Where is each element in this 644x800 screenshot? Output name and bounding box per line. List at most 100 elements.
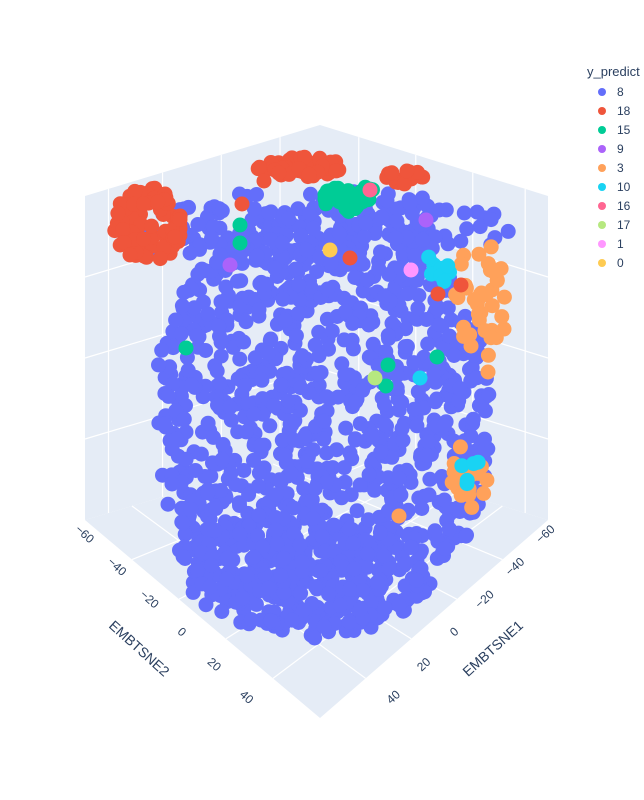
point-class-8 xyxy=(431,317,446,332)
legend-item-8[interactable]: 8 xyxy=(592,82,640,101)
point-class-8 xyxy=(399,338,415,354)
point-class-18 xyxy=(136,231,152,247)
point-class-8 xyxy=(176,284,192,300)
point-class-8 xyxy=(465,411,481,427)
y-tick-label: −40 xyxy=(105,555,130,579)
point-class-18 xyxy=(328,163,344,179)
point-class-8 xyxy=(188,463,203,478)
point-class-8 xyxy=(380,470,396,486)
point-class-8 xyxy=(324,323,340,339)
point-class-8 xyxy=(303,279,319,295)
point-class-8 xyxy=(377,289,392,305)
point-class-8 xyxy=(384,315,400,331)
point-class-8 xyxy=(183,501,199,517)
point-class-8 xyxy=(239,568,255,584)
legend-item-0[interactable]: 0 xyxy=(592,253,640,272)
point-class-8 xyxy=(307,630,323,646)
point-class-8 xyxy=(472,219,488,235)
point-class-3 xyxy=(445,475,461,491)
point-class-8 xyxy=(228,477,243,493)
point-class-10 xyxy=(466,456,481,472)
legend-label: 18 xyxy=(617,103,631,118)
point-class-16 xyxy=(362,182,378,198)
point-class-8 xyxy=(214,452,230,467)
point-class-18 xyxy=(150,194,166,210)
point-class-8 xyxy=(261,205,277,221)
point-class-8 xyxy=(168,312,184,328)
point-class-8 xyxy=(346,561,362,577)
legend[interactable]: y_predict 8 18 15 9 3 10 16 17 1 0 xyxy=(587,64,640,272)
point-class-8 xyxy=(437,541,453,557)
legend-title: y_predict xyxy=(587,64,640,79)
point-class-8 xyxy=(286,500,301,516)
point-class-3 xyxy=(453,256,469,272)
point-class-8 xyxy=(374,209,390,225)
point-class-8 xyxy=(407,248,423,264)
point-class-8 xyxy=(415,232,431,248)
legend-item-1[interactable]: 1 xyxy=(592,234,640,253)
point-class-8 xyxy=(336,460,352,476)
point-class-8 xyxy=(414,501,430,516)
legend-item-10[interactable]: 10 xyxy=(592,177,640,196)
point-class-8 xyxy=(296,481,312,497)
point-class-8 xyxy=(316,619,332,634)
point-class-8 xyxy=(263,613,279,629)
point-class-15 xyxy=(333,184,349,200)
point-class-8 xyxy=(377,600,393,616)
x-tick-label: −40 xyxy=(503,554,528,578)
point-class-8 xyxy=(364,429,380,445)
point-class-8 xyxy=(361,467,377,483)
point-class-8 xyxy=(406,355,422,371)
point-class-8 xyxy=(441,328,457,344)
point-class-8 xyxy=(296,602,311,618)
point-class-8 xyxy=(268,510,284,525)
point-class-3 xyxy=(480,364,496,380)
point-class-8 xyxy=(436,492,452,508)
point-class-8 xyxy=(261,580,277,596)
point-class-8 xyxy=(200,415,216,431)
point-class-8 xyxy=(393,487,409,503)
point-class-18 xyxy=(122,247,138,263)
point-class-18 xyxy=(110,205,126,221)
point-class-8 xyxy=(337,304,353,320)
point-class-8 xyxy=(246,452,261,468)
legend-marker xyxy=(598,182,606,191)
point-class-8 xyxy=(355,382,371,398)
x-tick-label: 40 xyxy=(384,687,404,707)
point-class-8 xyxy=(281,211,296,227)
point-class-8 xyxy=(371,261,387,277)
point-class-8 xyxy=(165,376,181,392)
point-class-8 xyxy=(161,388,177,404)
point-class-8 xyxy=(232,526,248,542)
point-class-8 xyxy=(262,418,278,434)
point-class-10 xyxy=(436,273,452,289)
point-class-15 xyxy=(232,217,248,233)
point-class-8 xyxy=(174,298,190,314)
legend-label: 0 xyxy=(617,255,624,270)
point-class-18 xyxy=(152,251,168,267)
point-class-3 xyxy=(471,246,487,262)
y-tick-label: 40 xyxy=(237,687,257,707)
point-class-8 xyxy=(280,393,296,409)
legend-item-17[interactable]: 17 xyxy=(592,215,640,234)
legend-label: 9 xyxy=(617,141,624,156)
point-class-8 xyxy=(311,348,327,364)
point-class-8 xyxy=(175,549,191,565)
point-class-8 xyxy=(151,357,166,373)
legend-item-15[interactable]: 15 xyxy=(592,120,640,139)
y-tick-label: −20 xyxy=(137,587,162,611)
point-class-8 xyxy=(238,424,254,440)
point-class-8 xyxy=(453,233,469,249)
legend-item-16[interactable]: 16 xyxy=(592,196,640,215)
point-class-8 xyxy=(391,597,407,613)
point-class-8 xyxy=(369,574,385,590)
point-class-15 xyxy=(380,357,396,373)
point-class-8 xyxy=(207,522,223,538)
legend-item-9[interactable]: 9 xyxy=(592,139,640,158)
point-class-8 xyxy=(190,217,206,232)
legend-item-3[interactable]: 3 xyxy=(592,158,640,177)
point-class-8 xyxy=(277,312,293,328)
point-class-8 xyxy=(305,510,321,526)
legend-item-18[interactable]: 18 xyxy=(592,101,640,120)
